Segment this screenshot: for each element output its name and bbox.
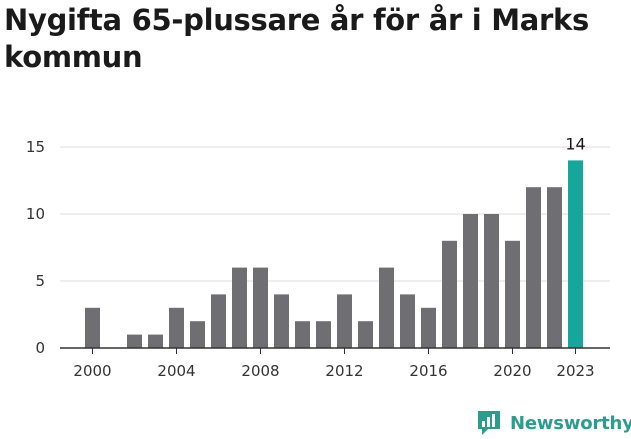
bar-2013 (358, 321, 373, 348)
chart-title: Nygifta 65-plussare år för år i Marks ko… (4, 3, 590, 74)
bar-2020 (505, 240, 520, 348)
bars (85, 160, 583, 348)
highlight-value-label: 14 (565, 134, 585, 153)
bar-2016 (421, 307, 436, 348)
bar-2011 (316, 321, 331, 348)
newsworthy-logo-icon (478, 411, 500, 435)
bar-2019 (484, 214, 499, 348)
x-tick-label: 2023 (556, 362, 594, 380)
bar-2018 (463, 214, 478, 348)
newsworthy-brand[interactable]: Newsworthy (476, 408, 631, 438)
bar-2010 (295, 321, 310, 348)
bar-2021 (526, 187, 541, 348)
bar-2022 (547, 187, 562, 348)
bar-2009 (274, 294, 289, 348)
bar-2023 (568, 160, 583, 348)
bar-2002 (127, 334, 142, 348)
y-tick-label: 0 (35, 339, 45, 357)
bar-2017 (442, 240, 457, 348)
bar-2006 (211, 294, 226, 348)
bar-2012 (337, 294, 352, 348)
bar-2000 (85, 307, 100, 348)
x-tick-label: 2008 (241, 362, 279, 380)
x-tick-label: 2016 (409, 362, 447, 380)
bar-2007 (232, 267, 247, 348)
bar-2014 (379, 267, 394, 348)
bar-2004 (169, 307, 184, 348)
brand-name: Newsworthy (510, 412, 631, 434)
bar-2003 (148, 334, 163, 348)
bar-2015 (400, 294, 415, 348)
x-tick-label: 2020 (493, 362, 531, 380)
y-axis-ticks: 0 5 10 15 (26, 138, 45, 357)
y-tick-label: 15 (26, 138, 45, 156)
bar-2008 (253, 267, 268, 348)
y-tick-label: 10 (26, 205, 45, 223)
x-tick-label: 2004 (157, 362, 195, 380)
y-tick-label: 5 (35, 272, 45, 290)
x-axis-ticks: 2000 2004 2008 2012 2016 2020 2023 (73, 348, 595, 380)
x-tick-label: 2000 (73, 362, 111, 380)
x-tick-label: 2012 (325, 362, 363, 380)
bar-2005 (190, 321, 205, 348)
